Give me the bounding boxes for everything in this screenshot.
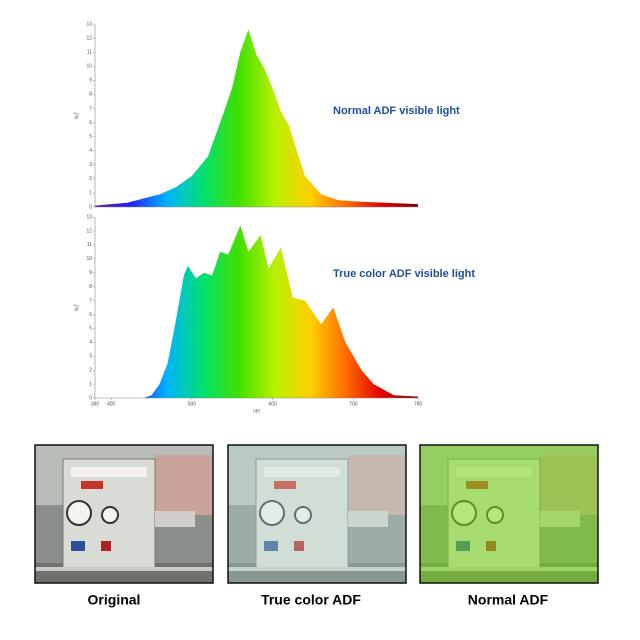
y-axis-label: %T [74, 112, 80, 120]
photo [34, 444, 214, 584]
x-tick-label: 600 [268, 401, 277, 407]
y-tick-label: 0 [89, 395, 92, 401]
photo [227, 444, 407, 584]
x-tick-label: 380 [91, 401, 100, 407]
y-tick-label: 7 [89, 298, 92, 304]
x-tick-label: 700 [349, 401, 358, 407]
y-tick-label: 8 [89, 92, 92, 98]
annotation: True color ADF visible light [333, 268, 475, 280]
y-tick-label: 0 [89, 204, 92, 210]
y-tick-label: 6 [89, 120, 92, 126]
y-tick-label: 8 [89, 284, 92, 290]
y-tick-label: 4 [89, 340, 92, 346]
x-axis-label: nm [253, 408, 260, 414]
photo [419, 444, 599, 584]
y-tick-label: 5 [89, 326, 92, 332]
y-tick-label: 13 [86, 21, 92, 27]
y-tick-label: 1 [89, 381, 92, 387]
y-tick-label: 3 [89, 162, 92, 168]
y-tick-label: 12 [86, 35, 92, 41]
caption: Normal ADF [468, 592, 549, 608]
y-tick-label: 1 [89, 190, 92, 196]
y-tick-label: 13 [86, 214, 92, 220]
y-tick-label: 2 [89, 176, 92, 182]
y-tick-label: 2 [89, 367, 92, 373]
spectrum-area [95, 225, 418, 398]
y-tick-label: 11 [87, 242, 92, 248]
y-tick-label: 11 [87, 49, 92, 55]
x-tick-label: 780 [414, 401, 423, 407]
y-tick-label: 10 [86, 64, 92, 70]
annotation: Normal ADF visible light [333, 105, 460, 117]
y-tick-label: 5 [89, 134, 92, 140]
y-tick-label: 12 [86, 228, 92, 234]
x-tick-label: 500 [188, 401, 197, 407]
y-tick-label: 9 [89, 78, 92, 84]
y-tick-label: 9 [89, 270, 92, 276]
y-tick-label: 6 [89, 312, 92, 318]
caption: True color ADF [261, 592, 361, 608]
x-tick-label: 400 [107, 401, 116, 407]
y-axis-label: %T [74, 304, 80, 312]
y-tick-label: 3 [89, 354, 92, 360]
spectrum-area [95, 29, 418, 208]
y-tick-label: 7 [89, 106, 92, 112]
caption: Original [88, 592, 141, 608]
y-tick-label: 4 [89, 148, 92, 154]
y-tick-label: 10 [86, 256, 92, 262]
